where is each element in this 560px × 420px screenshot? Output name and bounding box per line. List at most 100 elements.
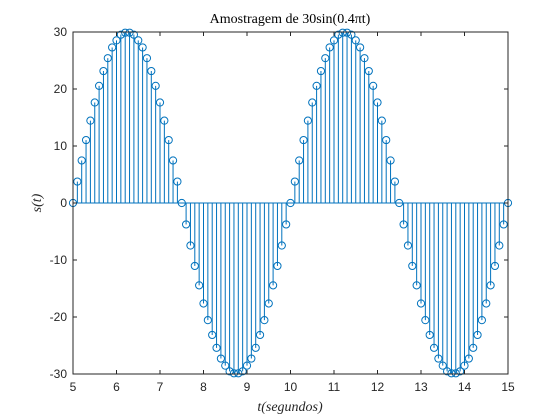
stem-marker (312, 81, 321, 90)
stem-marker (103, 54, 112, 63)
stem-marker (351, 36, 360, 45)
stem-marker (347, 30, 356, 39)
stem-marker (142, 54, 152, 63)
chart-title: Amostragem de 30sin(0.4πt) (210, 12, 371, 27)
stem-marker (290, 177, 299, 186)
stem-marker (477, 316, 486, 325)
x-tick-label: 7 (157, 380, 164, 394)
x-axis-ticks: 5 6 7 8 9 10 11 12 13 14 15 (70, 32, 515, 394)
stem-marker (360, 54, 369, 63)
stem-marker (438, 361, 447, 370)
stem-marker (147, 66, 156, 76)
stem-marker (460, 361, 469, 370)
stem-marker (73, 177, 82, 186)
stem-marker (495, 241, 504, 250)
stem-marker (286, 198, 295, 208)
stem-marker (116, 30, 125, 39)
stem-marker (208, 330, 217, 340)
stem-marker (295, 156, 304, 165)
stem-marker (416, 299, 426, 308)
stem-marker (473, 330, 482, 340)
stem-marker (308, 98, 317, 107)
stem-marker (264, 299, 273, 308)
stem-marker (369, 81, 378, 90)
stem-marker (151, 81, 160, 90)
stem-markers (68, 28, 513, 378)
stem-marker (186, 241, 195, 250)
stem-marker (216, 354, 225, 363)
stem-marker (451, 369, 460, 378)
x-tick-label: 6 (113, 380, 120, 394)
stem-marker (490, 261, 500, 271)
stem-marker (77, 156, 86, 165)
x-tick-label: 15 (501, 380, 515, 394)
x-axis-label: t(segundos) (257, 400, 323, 415)
stem-marker (329, 36, 339, 45)
stem-marker (251, 343, 260, 352)
stem-marker (386, 156, 395, 165)
x-tick-label: 5 (70, 380, 77, 394)
stem-marker (282, 220, 291, 229)
x-tick-label: 10 (284, 380, 298, 394)
stem-marker (112, 36, 121, 45)
stem-marker (99, 66, 108, 76)
stem-marker (321, 54, 330, 63)
stem-marker (277, 241, 286, 250)
stem-marker (334, 30, 343, 39)
stem-marker (177, 198, 186, 208)
stem-marker (464, 354, 473, 363)
stem-marker (225, 367, 234, 376)
stem-marker (203, 316, 212, 325)
stem-marker (338, 28, 347, 37)
stem-marker (95, 81, 104, 90)
y-tick-label: -10 (50, 253, 68, 267)
stem-marker (247, 354, 256, 363)
stem-marker (229, 369, 239, 378)
stem-marker (373, 98, 382, 107)
stem-marker (316, 66, 326, 76)
stem-marker (390, 177, 399, 186)
stem-marker (168, 156, 178, 165)
stem-marker (434, 354, 443, 363)
stem-marker (129, 30, 138, 39)
y-tick-label: -20 (50, 310, 68, 324)
stem-marker (238, 367, 247, 376)
x-tick-label: 11 (328, 380, 341, 394)
stem-marker (364, 66, 373, 76)
x-tick-label: 13 (414, 380, 428, 394)
stem-marker (90, 98, 99, 107)
stem-marker (260, 316, 269, 325)
stem-marker (443, 367, 452, 376)
stem-marker (377, 116, 386, 125)
stem-marker (482, 299, 491, 308)
stem-marker (86, 116, 95, 125)
stem-marker (190, 261, 199, 271)
stem-marker (173, 177, 182, 186)
y-tick-label: 0 (60, 196, 67, 210)
stem-marker (456, 367, 465, 376)
stem-marker (242, 361, 252, 370)
stem-marker (412, 281, 421, 290)
stem-marker (195, 281, 204, 290)
stem-marker (273, 261, 282, 271)
stem-marker (255, 330, 265, 340)
x-tick-label: 8 (200, 380, 207, 394)
stem-marker (342, 28, 352, 37)
stem-marker (325, 43, 334, 52)
y-axis-ticks: 30 20 10 0 -10 -20 -30 (50, 25, 508, 381)
stem-marker (382, 135, 391, 145)
x-tick-label: 14 (458, 380, 472, 394)
stem-marker (486, 281, 495, 290)
stem-marker (303, 116, 312, 125)
x-tick-label: 12 (371, 380, 385, 394)
stem-marker (356, 43, 365, 52)
stem-marker (134, 36, 143, 45)
stem-marker (421, 316, 430, 325)
stem-marker (399, 220, 408, 229)
stem-marker (299, 135, 308, 145)
y-tick-label: -30 (50, 367, 68, 381)
stem-marker (234, 369, 243, 378)
stem-lines (76, 32, 505, 374)
stem-marker (408, 261, 417, 271)
stem-marker (469, 343, 478, 352)
